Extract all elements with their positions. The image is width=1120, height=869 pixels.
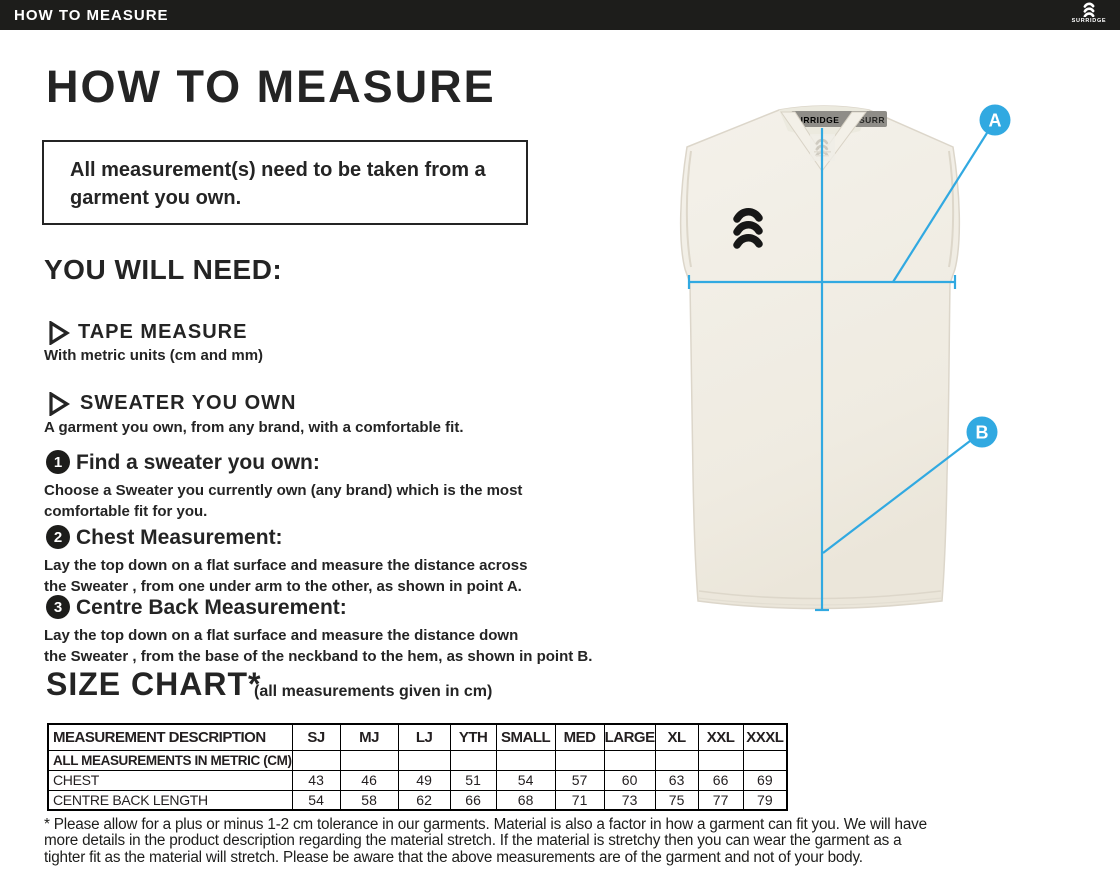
size-chart-value-cell: 69 xyxy=(742,769,788,791)
need-item-sweater: SWEATER YOU OWN xyxy=(80,392,297,414)
triangle-bullet-icon xyxy=(49,392,70,416)
size-chart-value-cell: 54 xyxy=(495,769,556,791)
size-chart-value-cell xyxy=(449,749,497,771)
neckband: SURRIDGE SURR xyxy=(791,111,887,127)
notice-text: All measurement(s) need to be taken from… xyxy=(70,159,486,209)
size-chart-row-label: CHEST xyxy=(47,769,293,791)
size-chart-col-header: MEASUREMENT DESCRIPTION xyxy=(47,723,293,751)
surridge-logo: SURRIDGE xyxy=(1069,2,1109,24)
hem-edge xyxy=(697,597,943,606)
armhole-seam-left xyxy=(685,150,692,268)
size-chart-value-cell: 75 xyxy=(654,789,699,811)
size-chart-value-cell xyxy=(654,749,699,771)
step-2-number: 2 xyxy=(46,525,70,549)
surridge-chest-logo xyxy=(733,208,763,249)
neck-label-text: SURRIDGE xyxy=(791,115,840,125)
step-2-body: Lay the top down on a flat surface and m… xyxy=(44,557,528,595)
hem-seam xyxy=(698,590,942,600)
surridge-s-icon xyxy=(1083,2,1095,17)
size-chart-value-cell xyxy=(742,749,788,771)
step-3-title: Centre Back Measurement: xyxy=(76,596,347,619)
size-chart-value-cell: 66 xyxy=(697,769,744,791)
size-chart-value-cell: 58 xyxy=(339,789,399,811)
size-chart-header-row: MEASUREMENT DESCRIPTION SJ MJ LJ YTH SMALL MED… xyxy=(47,723,788,751)
need-item-tape-measure-desc: With metric units (cm and mm) xyxy=(44,347,264,364)
you-will-need-heading: YOU WILL NEED: xyxy=(44,254,283,285)
size-chart-col-header: XXL xyxy=(697,723,744,751)
topbar-title: HOW TO MEASURE xyxy=(14,6,169,24)
size-chart-value-cell xyxy=(603,749,656,771)
point-b-pointer-line xyxy=(822,440,971,554)
size-chart-value-cell xyxy=(697,749,744,771)
size-chart-value-cell: 77 xyxy=(697,789,744,811)
point-b-marker: B xyxy=(966,416,998,448)
point-b-label: B xyxy=(976,423,989,443)
size-chart-value-cell: 79 xyxy=(742,789,788,811)
size-chart-value-cell xyxy=(291,749,341,771)
garment-svg: SURRIDGE SURR xyxy=(679,104,1011,612)
size-chart-value-cell: 68 xyxy=(495,789,556,811)
surridge-logo-text: SURRIDGE xyxy=(1071,18,1107,24)
need-item-tape-measure: TAPE MEASURE xyxy=(78,321,248,343)
size-chart-row: CHEST 43 46 49 51 54 57 60 63 66 69 xyxy=(47,769,788,791)
step-3-body: Lay the top down on a flat surface and m… xyxy=(44,627,593,665)
topbar: HOW TO MEASURE SURRIDGE xyxy=(0,0,1120,30)
size-chart-table: MEASUREMENT DESCRIPTION SJ MJ LJ YTH SMALL MED… xyxy=(47,723,789,811)
step-1-title: Find a sweater you own: xyxy=(76,451,320,474)
size-chart-value-cell: 43 xyxy=(291,769,341,791)
page-title: HOW TO MEASURE xyxy=(46,61,496,112)
size-chart-col-header: MJ xyxy=(339,723,399,751)
size-chart-subheading: (all measurements given in cm) xyxy=(254,683,493,700)
triangle-bullet-icon xyxy=(49,321,70,345)
size-chart-col-header: SJ xyxy=(291,723,341,751)
size-chart-col-header: LJ xyxy=(397,723,451,751)
measurement-lines xyxy=(687,128,988,612)
size-chart-col-header: XXXL xyxy=(742,723,788,751)
size-chart-heading: SIZE CHART* xyxy=(46,666,262,702)
step-2-title: Chest Measurement: xyxy=(76,526,283,549)
size-chart-col-header: MED xyxy=(554,723,605,751)
size-chart-value-cell: 73 xyxy=(603,789,656,811)
point-a-label: A xyxy=(989,111,1002,131)
size-chart-col-header: SMALL xyxy=(495,723,556,751)
notice-box: All measurement(s) need to be taken from… xyxy=(42,140,528,225)
size-chart-value-cell: 51 xyxy=(449,769,497,791)
point-a-marker: A xyxy=(979,104,1011,136)
point-a-pointer-line xyxy=(892,132,988,283)
need-item-sweater-desc: A garment you own, from any brand, with … xyxy=(44,419,464,436)
size-chart-row-label: ALL MEASUREMENTS IN METRIC (CM) xyxy=(47,749,293,771)
size-chart-col-header: XL xyxy=(654,723,699,751)
size-chart-value-cell xyxy=(554,749,605,771)
size-chart-row-label: CENTRE BACK LENGTH xyxy=(47,789,293,811)
size-chart-value-cell xyxy=(495,749,556,771)
vest-body xyxy=(679,105,961,610)
size-chart-row: CENTRE BACK LENGTH 54 58 62 66 68 71 73 75 77 79 xyxy=(47,789,788,811)
size-chart-col-header: LARGE xyxy=(603,723,656,751)
size-chart-value-cell xyxy=(339,749,399,771)
size-chart-value-cell: 54 xyxy=(291,789,341,811)
size-chart-value-cell xyxy=(397,749,451,771)
size-chart-value-cell: 57 xyxy=(554,769,605,791)
garment-diagram: SURRIDGE SURR xyxy=(650,95,1020,655)
size-chart-value-cell: 46 xyxy=(339,769,399,791)
size-chart-value-cell: 49 xyxy=(397,769,451,791)
neck-label-text-partial: SURR xyxy=(859,115,885,125)
size-chart-value-cell: 62 xyxy=(397,789,451,811)
step-1-body: Choose a Sweater you currently own (any … xyxy=(44,482,523,520)
footnote-text: * Please allow for a plus or minus 1-2 c… xyxy=(44,816,927,866)
size-chart-value-cell: 63 xyxy=(654,769,699,791)
size-chart-col-header: YTH xyxy=(449,723,497,751)
size-chart-value-cell: 60 xyxy=(603,769,656,791)
size-chart-value-cell: 66 xyxy=(449,789,497,811)
size-chart-value-cell: 71 xyxy=(554,789,605,811)
step-1-number: 1 xyxy=(46,450,70,474)
step-3-number: 3 xyxy=(46,595,70,619)
armhole-seam-right xyxy=(948,150,955,268)
size-chart-row: ALL MEASUREMENTS IN METRIC (CM) xyxy=(47,749,788,771)
